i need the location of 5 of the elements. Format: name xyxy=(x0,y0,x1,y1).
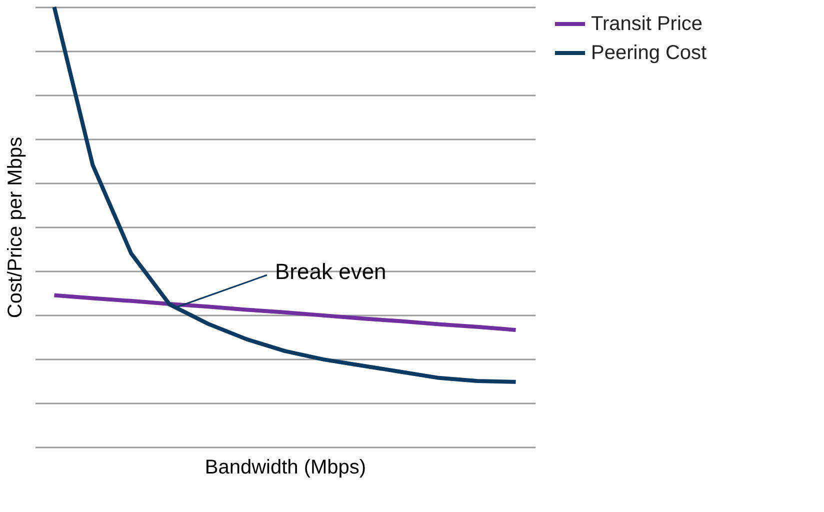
annotation: Break even xyxy=(275,259,386,284)
x-axis-title: Bandwidth (Mbps) xyxy=(204,456,366,478)
y-axis-title: Cost/Price per Mbps xyxy=(4,136,26,318)
legend-label: Peering Cost xyxy=(591,42,708,64)
legend-label: Transit Price xyxy=(591,13,703,35)
